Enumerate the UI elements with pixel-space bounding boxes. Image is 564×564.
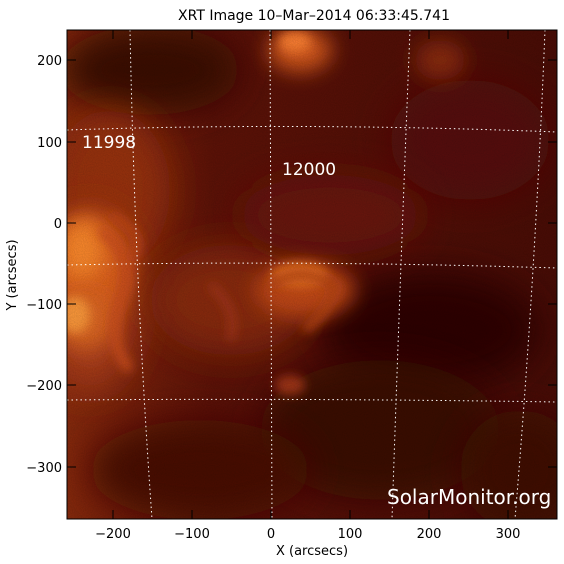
x-tick-label: −200 [95,527,131,542]
heliographic-grid [67,30,557,519]
y-tick-label: −300 [26,461,62,476]
y-axis-tick-labels: 200 100 0 −100 −200 −300 [26,54,62,476]
y-tick-label: 200 [37,54,62,69]
y-tick-label: 0 [54,217,62,232]
x-tick-label: 0 [267,527,275,542]
x-axis-tick-labels: −200 −100 0 100 200 300 [95,527,520,542]
x-tick-label: 200 [417,527,442,542]
plot-frame [66,29,558,520]
x-axis-ticks [112,30,509,519]
y-axis-ticks [67,59,557,468]
active-region-label-12000: 12000 [282,160,336,180]
y-tick-label: −200 [26,379,62,394]
y-tick-label: 100 [37,136,62,151]
x-tick-label: −100 [174,527,210,542]
solarmonitor-watermark: SolarMonitor.org [387,485,551,509]
x-axis-label: X (arcsecs) [276,544,348,559]
xrt-solar-image [67,30,557,519]
image-title: XRT Image 10–Mar–2014 06:33:45.741 [178,8,450,24]
y-axis-label: Y (arcsecs) [5,239,20,311]
y-tick-label: −100 [26,298,62,313]
x-tick-label: 300 [496,527,521,542]
active-region-label-11998: 11998 [82,133,136,153]
x-tick-label: 100 [338,527,363,542]
